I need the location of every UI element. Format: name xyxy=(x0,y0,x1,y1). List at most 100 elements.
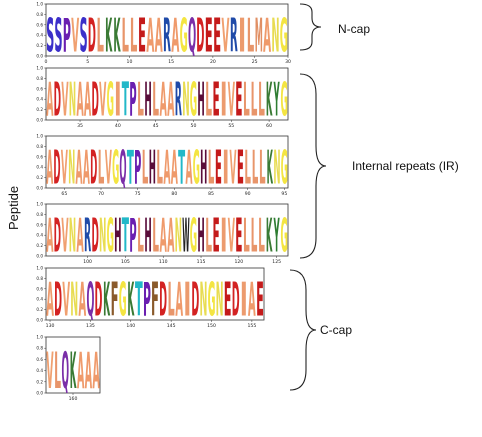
logo-letter: Q xyxy=(119,140,126,194)
logo-letter: D xyxy=(53,140,60,194)
y-tick-label: 0.0 xyxy=(36,118,43,123)
logo-letter: V xyxy=(71,9,79,63)
logo-letter: K xyxy=(266,208,273,262)
logo-letter: H xyxy=(149,140,156,194)
x-tick-label: 100 xyxy=(83,259,92,265)
logo-letter: R xyxy=(163,9,171,63)
logo-letter: D xyxy=(95,272,103,326)
x-tick-label: 160 xyxy=(69,396,78,402)
x-tick-label: 65 xyxy=(61,191,67,197)
x-tick-label: 155 xyxy=(247,323,256,329)
logo-letter: L xyxy=(251,73,258,127)
logo-letter: A xyxy=(76,72,83,126)
brace-internal-repeats xyxy=(299,73,327,259)
logo-letter: H xyxy=(144,208,151,262)
logo-letter: Q xyxy=(188,8,196,62)
logo-letter: V xyxy=(62,272,70,326)
logo-letter: I xyxy=(114,74,121,127)
logo-letter: T xyxy=(122,209,129,263)
x-tick-label: 0 xyxy=(45,59,48,65)
y-tick-label: 0.4 xyxy=(36,33,43,38)
logo-letter: A xyxy=(167,72,174,126)
logo-letter: L xyxy=(251,209,258,263)
logo-letter: V xyxy=(105,140,112,194)
brace-c-cap xyxy=(289,269,317,391)
logo-letter: D xyxy=(54,208,61,262)
logo-letter: L xyxy=(122,9,129,62)
y-tick-label: 0.8 xyxy=(36,76,43,81)
logo-letter: N xyxy=(69,208,76,262)
logo-letter: D xyxy=(90,140,97,194)
y-tick-label: 0.8 xyxy=(36,276,43,281)
logo-letter: E xyxy=(224,273,232,327)
logo-letter: I xyxy=(220,210,227,263)
logo-letter: G xyxy=(193,140,200,194)
logo-letter: A xyxy=(46,208,53,262)
logo-letter: L xyxy=(97,9,104,62)
logo-letter: R xyxy=(84,208,91,262)
y-tick-label: 0.2 xyxy=(36,379,43,384)
logo-letter: A xyxy=(146,9,154,63)
logo-letter: G xyxy=(107,72,114,126)
y-tick-label: 0.4 xyxy=(36,165,43,170)
logo-letter: L xyxy=(156,141,163,195)
logo-letter: A xyxy=(77,344,84,401)
y-tick-label: 0.2 xyxy=(36,175,43,180)
logo-letter: A xyxy=(155,9,163,63)
x-tick-label: 85 xyxy=(208,191,214,197)
logo-letter: N xyxy=(271,8,279,62)
logo-letter: L xyxy=(152,209,159,263)
logo-letter: R xyxy=(230,9,238,63)
x-tick-label: 95 xyxy=(281,191,287,197)
logo-letter: K xyxy=(70,343,77,400)
panel-frame xyxy=(45,267,265,321)
group-label-c-cap: C-cap xyxy=(320,323,352,337)
logo-letter: L xyxy=(152,73,159,127)
logo-letter: T xyxy=(127,141,134,195)
logo-letter: R xyxy=(175,72,182,126)
logo-letter: A xyxy=(167,208,174,262)
logo-letter: E xyxy=(256,273,264,327)
logo-letter: P xyxy=(143,273,151,327)
logo-letter: T xyxy=(178,141,185,195)
logo-letter: K xyxy=(127,272,134,326)
x-tick-label: 55 xyxy=(228,123,234,129)
logo-letter: L xyxy=(205,209,212,263)
x-tick-label: 5 xyxy=(86,59,89,65)
x-tick-label: 40 xyxy=(115,123,121,129)
logo-letter: E xyxy=(237,141,244,195)
logo-letter: S xyxy=(79,9,87,63)
logo-letter: I xyxy=(238,8,246,63)
logo-letter: H xyxy=(197,72,204,126)
logo-letter: K xyxy=(266,72,273,126)
logo-letter: A xyxy=(171,9,179,63)
x-tick-label: 50 xyxy=(191,123,197,129)
logo-letter: I xyxy=(222,142,229,196)
logo-letter: L xyxy=(252,141,259,195)
logo-letter: G xyxy=(107,208,114,262)
y-tick-label: 0.0 xyxy=(36,391,43,396)
panel-frame xyxy=(45,336,101,394)
logo-letter: A xyxy=(92,344,99,401)
x-tick-label: 60 xyxy=(266,123,272,129)
y-tick-label: 1.0 xyxy=(36,66,43,71)
y-tick-label: 0.8 xyxy=(36,346,43,351)
logo-letter: K xyxy=(103,272,110,326)
y-tick-label: 0.4 xyxy=(36,368,43,373)
logo-letter: N xyxy=(68,140,75,194)
y-tick-label: 1.0 xyxy=(36,2,43,7)
logo-letter: G xyxy=(281,208,288,262)
logo-letter: L xyxy=(259,141,266,195)
y-tick-label: 0.2 xyxy=(36,243,43,248)
x-tick-label: 145 xyxy=(167,323,176,329)
logo-letter: L xyxy=(130,9,137,62)
logo-letter: N xyxy=(69,72,76,126)
logo-letter: L xyxy=(137,209,144,263)
logo-letter: V xyxy=(61,140,68,194)
logo-letter: A xyxy=(160,72,167,126)
logo-letter: L xyxy=(243,209,250,263)
group-label-internal-repeats: Internal repeats (IR) xyxy=(352,159,459,173)
logo-letter: L xyxy=(258,209,265,263)
x-tick-label: 75 xyxy=(135,191,141,197)
logo-panel: A D V N A A D V G I T P L H L A A R N G H L E I V E L L L K Y G0.00.20.… xyxy=(36,66,289,129)
